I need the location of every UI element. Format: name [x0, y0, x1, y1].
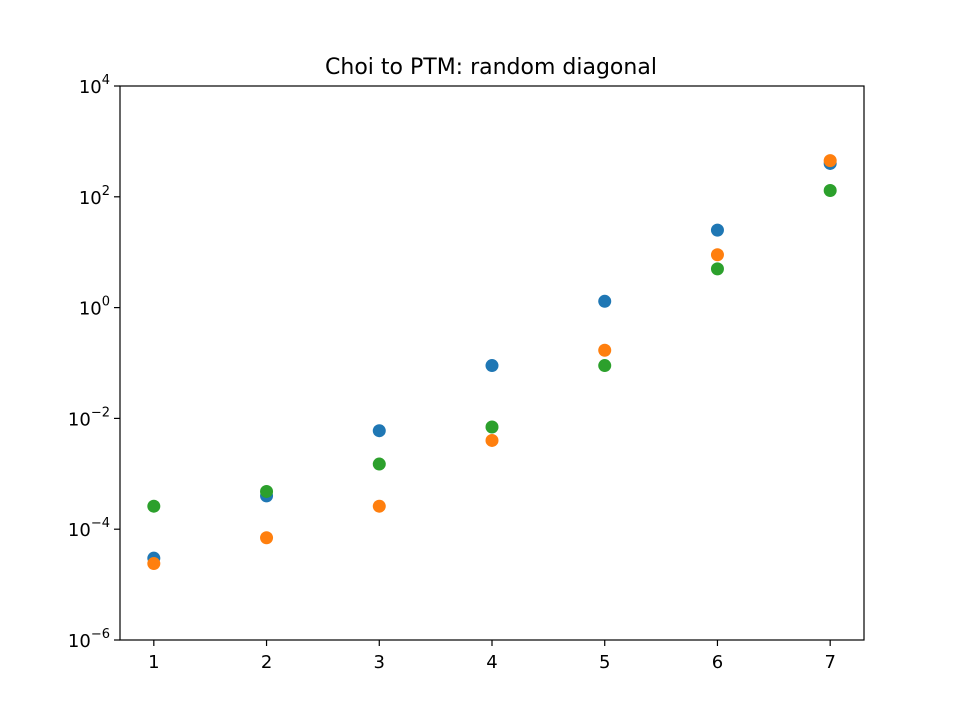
- x-tick-label: 7: [824, 652, 835, 673]
- data-point: [260, 531, 274, 545]
- y-tick-label: 10−6: [68, 627, 110, 652]
- x-tick-label: 6: [712, 652, 723, 673]
- data-point: [710, 248, 724, 262]
- data-point: [598, 343, 612, 357]
- chart-title: Choi to PTM: random diagonal: [325, 55, 657, 80]
- data-point: [372, 424, 386, 438]
- data-point: [485, 359, 499, 373]
- data-point: [598, 359, 612, 373]
- series-2: [147, 154, 837, 571]
- data-point: [710, 223, 724, 237]
- y-tick-exponent: 2: [102, 184, 110, 199]
- y-tick-base: 10: [68, 409, 91, 430]
- data-point: [485, 420, 499, 434]
- data-point: [598, 294, 612, 308]
- data-point: [823, 183, 837, 197]
- x-tick-label: 5: [599, 652, 610, 673]
- data-point: [372, 457, 386, 471]
- y-tick-exponent: −4: [91, 516, 110, 531]
- y-tick-exponent: 0: [102, 295, 110, 310]
- y-tick-label: 10−2: [68, 405, 110, 430]
- data-point: [260, 484, 274, 498]
- y-tick-base: 10: [68, 520, 91, 541]
- x-tick-label: 3: [374, 652, 385, 673]
- y-tick-base: 10: [79, 299, 102, 320]
- y-tick-label: 102: [79, 184, 110, 209]
- x-axis: 1 2 3 4 5 6 7: [148, 640, 836, 673]
- data-point: [372, 499, 386, 513]
- y-tick-base: 10: [68, 631, 91, 652]
- y-tick-label: 100: [79, 295, 110, 320]
- x-tick-label: 1: [148, 652, 159, 673]
- y-tick-exponent: −2: [91, 405, 110, 420]
- data-point: [710, 262, 724, 276]
- y-tick-label: 10−4: [68, 516, 110, 541]
- data-point: [823, 154, 837, 168]
- y-tick-exponent: −6: [91, 627, 110, 642]
- y-tick-exponent: 4: [102, 73, 110, 88]
- plot-frame: [119, 85, 865, 641]
- series-3: [147, 183, 837, 513]
- series-1: [147, 156, 837, 565]
- y-tick-base: 10: [79, 188, 102, 209]
- x-tick-label: 2: [261, 652, 272, 673]
- data-point: [147, 499, 161, 513]
- data-point: [147, 557, 161, 571]
- y-tick-label: 104: [79, 73, 110, 98]
- data-point: [485, 433, 499, 447]
- x-tick-label: 4: [486, 652, 497, 673]
- plot-points: [147, 154, 837, 571]
- y-tick-base: 10: [79, 77, 102, 98]
